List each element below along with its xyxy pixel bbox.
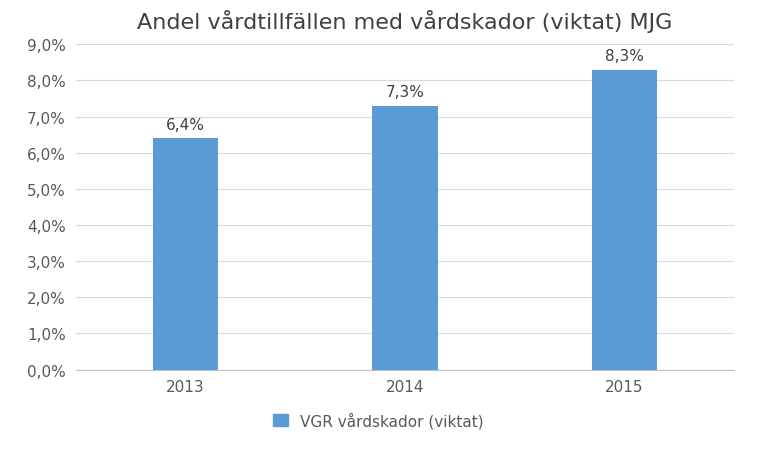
Title: Andel vårdtillfällen med vårdskador (viktat) MJG: Andel vårdtillfällen med vårdskador (vik…	[137, 9, 673, 32]
Text: 7,3%: 7,3%	[385, 85, 425, 100]
Bar	[591, 70, 657, 370]
Text: 8,3%: 8,3%	[605, 49, 644, 64]
Text: 6,4%: 6,4%	[166, 117, 205, 133]
Legend: VGR vårdskador (viktat): VGR vårdskador (viktat)	[266, 406, 491, 434]
Bar	[152, 139, 218, 370]
Bar	[372, 106, 438, 370]
